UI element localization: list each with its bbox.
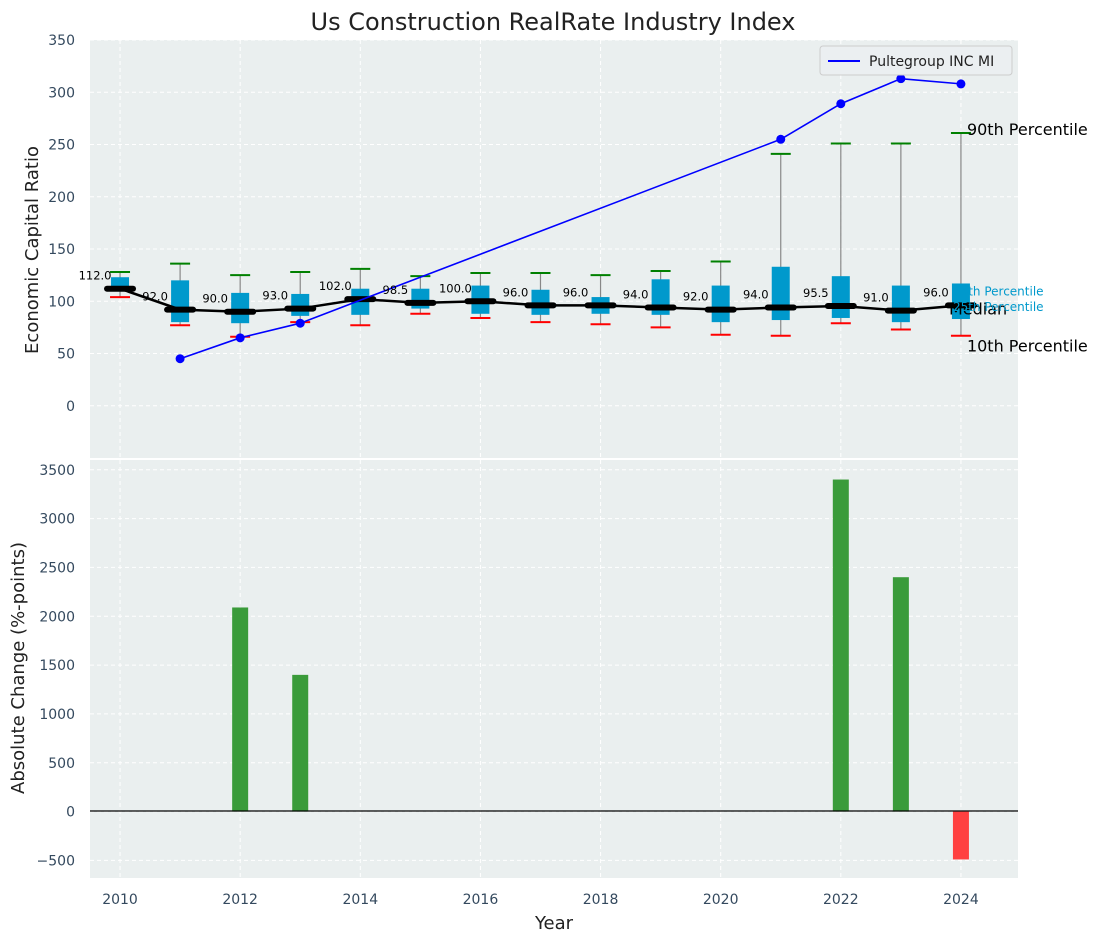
median-value-label: 90.0 [202,292,228,306]
y-tick-label: 50 [57,347,75,363]
pultegroup-point [956,79,966,89]
box-iqr [891,285,910,323]
x-tick-label: 2012 [222,892,258,908]
x-tick-label: 2020 [703,892,739,908]
x-tick-label: 2018 [583,892,619,908]
y-tick-label: 1000 [39,707,75,723]
pultegroup-point [836,99,846,109]
x-tick-label: 2014 [342,892,378,908]
median-value-label: 98.5 [383,283,409,297]
change-bar [832,479,849,812]
change-bar [892,577,909,812]
box-iqr [951,283,970,320]
median-value-label: 91.0 [863,291,889,305]
box-iqr [531,289,550,315]
pultegroup-point [896,74,906,84]
pultegroup-point [175,354,185,364]
y-tick-label: −500 [37,853,75,869]
box-iqr [111,277,130,289]
y-tick-label: 300 [48,85,75,101]
change-bar [292,674,309,812]
x-axis-label: Year [534,913,574,934]
annotation-median: Median [949,299,1007,318]
box-iqr [831,276,850,318]
pultegroup-point [776,134,786,144]
x-tick-label: 2010 [102,892,138,908]
y-tick-label: 250 [48,138,75,154]
y-tick-label: 1500 [39,658,75,674]
annotation-p25: 25th Percentile [953,300,1044,314]
median-value-label: 95.5 [803,286,829,300]
median-line [104,285,977,315]
pultegroup-point [235,333,245,343]
annotation-p10: 10th Percentile [967,337,1088,356]
annotation-p75: 75th Percentile [953,284,1044,298]
box-iqr [291,293,310,316]
y-tick-label: 2000 [39,609,75,625]
legend-label: Pultegroup INC MI [869,54,994,70]
median-value-label: 112.0 [79,269,112,283]
median-value-label: 96.0 [563,285,589,299]
x-tick-label: 2022 [823,892,859,908]
bottom-y-axis-ticks: −500 0 500 1000 1500 2000 2500 3000 3500 [37,463,75,870]
legend: Pultegroup INC MI [819,45,1013,76]
median-value-label: 100.0 [439,281,472,295]
top-y-axis-label: Economic Capital Ratio [22,146,43,354]
box-iqr [231,292,250,324]
y-tick-label: 350 [48,33,75,49]
median-labels: 112.0 92.0 90.0 93.0 102.0 98.5 100.0 96.0 96.0 9… [79,269,949,306]
median-value-label: 93.0 [262,289,288,303]
percentile-annotations: 90th Percentile 75th PercentileMedian25th… [949,120,1088,356]
median-value-label: 92.0 [683,290,709,304]
x-tick-label: 2024 [943,892,979,908]
bottom-plot-area [90,460,1018,878]
y-tick-label: 0 [66,399,75,415]
change-bar [952,811,969,860]
y-tick-label: 200 [48,190,75,206]
median-value-label: 96.0 [503,285,529,299]
box-iqr [711,285,730,323]
median-value-label: 92.0 [142,290,168,304]
annotation-p90: 90th Percentile [967,120,1088,139]
box-iqr [771,266,790,321]
y-tick-label: 0 [66,805,75,821]
box-iqr [171,280,190,323]
median-value-label: 96.0 [923,285,949,299]
median-value-label: 94.0 [623,288,649,302]
y-tick-label: 100 [48,294,75,310]
change-bars [232,479,969,860]
y-tick-label: 500 [48,756,75,772]
pultegroup-line [175,74,966,364]
x-axis-ticks: 2010 2012 2014 2016 2018 2020 2022 2024 [102,892,979,908]
x-tick-label: 2016 [463,892,499,908]
chart-title: Us Construction RealRate Industry Index [311,8,796,36]
y-tick-label: 3000 [39,512,75,528]
top-y-axis-ticks: 0 50 100 150 200 250 300 350 [48,33,75,415]
pultegroup-point [295,318,305,328]
median-value-label: 94.0 [743,288,769,302]
y-tick-label: 3500 [39,463,75,479]
y-tick-label: 2500 [39,560,75,576]
bottom-y-axis-label: Absolute Change (%-points) [8,542,29,794]
change-bar [232,607,249,812]
y-tick-label: 150 [48,242,75,258]
median-value-label: 102.0 [319,279,352,293]
